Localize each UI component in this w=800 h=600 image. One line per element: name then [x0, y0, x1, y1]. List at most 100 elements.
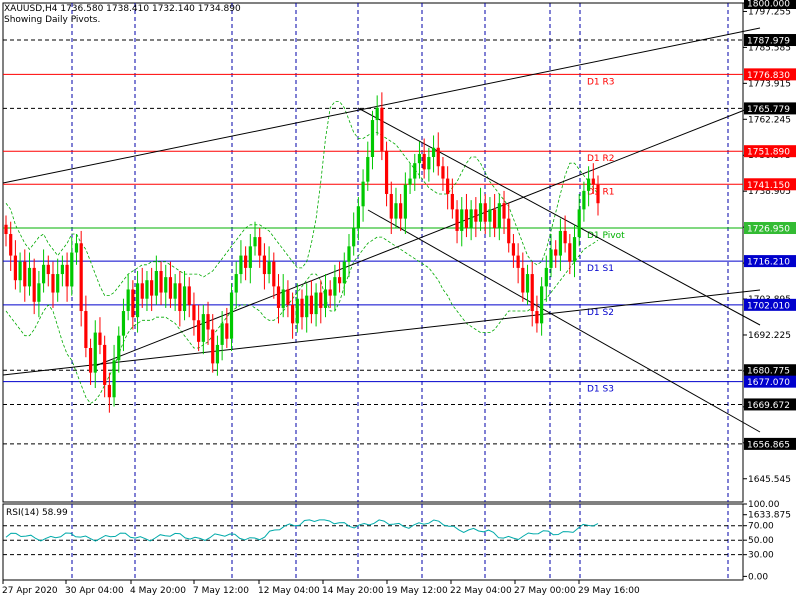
time-tick-label: 19 May 12:00	[386, 586, 448, 596]
candle-body	[9, 234, 13, 256]
candle-body	[74, 243, 79, 253]
candle-body	[502, 203, 506, 219]
candle-body	[272, 261, 276, 287]
candle-body	[258, 237, 262, 256]
candle-body	[98, 332, 102, 345]
candle-body	[164, 277, 168, 293]
candle-body	[483, 203, 487, 222]
rsi-tick-label: 0.00	[748, 572, 768, 582]
candle-body	[84, 311, 88, 348]
candle-body	[309, 295, 313, 315]
candle-body	[93, 332, 97, 373]
candle-body	[173, 283, 177, 299]
rsi-tick-label: 70.00	[748, 522, 774, 532]
candle-body	[56, 274, 60, 293]
candle-body	[563, 230, 567, 244]
pivot-price-label-box	[744, 178, 796, 191]
candle-body	[168, 277, 173, 299]
candle-body	[323, 289, 328, 308]
candle-body	[469, 209, 473, 228]
pivot-label: D1 Pivot	[587, 231, 625, 241]
candle-body	[70, 252, 74, 287]
price-tick-label: 1738.905	[748, 187, 791, 197]
candle-body	[488, 209, 492, 222]
candle-body	[159, 270, 163, 293]
rsi-tick-label: 50.00	[748, 536, 774, 546]
pivot-price-label-box	[744, 298, 796, 311]
candle-body	[244, 255, 248, 268]
candle-body	[347, 246, 351, 262]
candle-body	[51, 274, 55, 293]
level-price-label: 1680.775	[747, 367, 790, 377]
level-price-label-box	[744, 0, 796, 9]
pivot-label: D1 S3	[587, 385, 614, 395]
level-price-label-box	[744, 398, 796, 411]
candle-body	[37, 283, 41, 302]
candle-body	[399, 203, 403, 219]
candle-body	[366, 157, 370, 182]
candle-body	[497, 203, 501, 228]
candle-body	[211, 329, 215, 364]
time-tick-label: 4 May 20:00	[130, 586, 186, 596]
candle-body	[126, 289, 130, 312]
candle-body	[337, 277, 342, 284]
time-tick-label: 27 Apr 2020	[2, 586, 58, 596]
time-tick-label: 27 May 00:00	[514, 586, 576, 596]
candle-body	[239, 255, 243, 275]
candle-body	[286, 289, 290, 305]
candle-body	[380, 107, 384, 151]
time-tick-label: 7 May 12:00	[193, 586, 249, 596]
price-panel	[2, 2, 744, 503]
candle-body	[525, 274, 530, 293]
candle-body	[535, 311, 539, 324]
candle-body	[328, 289, 332, 296]
candle-body	[427, 157, 431, 170]
candle-body	[201, 314, 205, 342]
price-tick-label: 1773.915	[748, 79, 791, 89]
pivots-note: Showing Daily Pivots.	[4, 15, 101, 25]
candle-body	[32, 267, 36, 302]
candle-body	[431, 147, 436, 158]
candle-body	[291, 304, 295, 324]
pivot-label: D1 S2	[587, 308, 614, 318]
rsi-line	[5, 519, 599, 542]
candle-body	[117, 335, 121, 361]
candle-body	[18, 261, 22, 281]
candle-body	[107, 384, 111, 398]
pivot-label: D1 R1	[587, 187, 615, 197]
candle-body	[4, 224, 8, 235]
price-tick-label: 1633.875	[748, 511, 791, 521]
level-price-label: 1669.672	[747, 401, 790, 411]
candle-body	[305, 295, 309, 318]
candle-body	[281, 289, 285, 308]
candle-body	[154, 270, 158, 296]
candle-body	[394, 203, 398, 219]
candle-body	[103, 344, 107, 385]
trend-line	[367, 209, 761, 433]
candle-body	[530, 274, 534, 312]
pivot-price-label: 1726.950	[747, 225, 790, 235]
price-tick-label: 1797.255	[748, 7, 791, 17]
candle-body	[596, 184, 600, 204]
candle-body	[446, 178, 450, 194]
candle-body	[178, 283, 182, 312]
candle-body	[356, 206, 360, 228]
candle-body	[474, 209, 478, 222]
candle-body	[352, 227, 356, 247]
candle-body	[145, 280, 149, 299]
band-lower	[5, 236, 599, 404]
candle-body	[582, 190, 586, 210]
candle-body	[46, 264, 50, 275]
pivot-label: D1 R3	[587, 77, 615, 87]
candle-body	[403, 184, 407, 219]
candle-body	[197, 320, 201, 342]
candle-body	[295, 298, 299, 324]
candle-body	[220, 323, 224, 345]
level-price-label: 1765.779	[747, 105, 790, 115]
level-price-label-box	[744, 34, 796, 47]
candle-body	[455, 209, 459, 231]
candle-body	[516, 255, 520, 268]
level-price-label: 1787.979	[747, 37, 790, 47]
rsi-tick-label: 100.00	[748, 500, 780, 510]
